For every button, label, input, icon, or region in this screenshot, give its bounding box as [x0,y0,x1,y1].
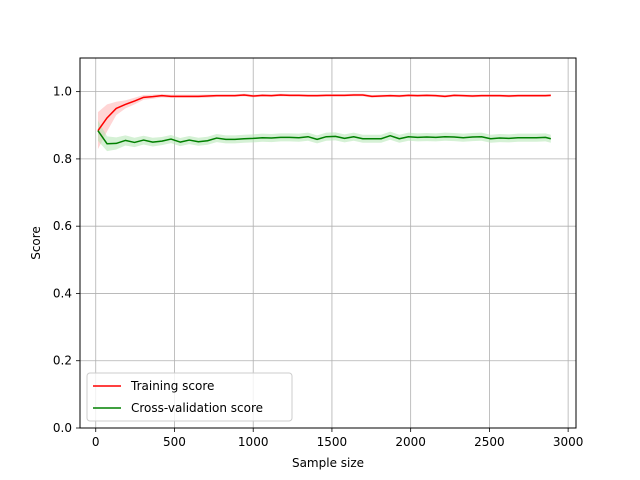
score-lines [97,94,551,145]
y-axis-label: Score [29,226,43,260]
x-tick-label: 500 [163,435,186,449]
plot-area [80,58,576,428]
x-tick-label: 0 [92,435,100,449]
x-tick-label: 1000 [238,435,269,449]
band-series-1 [97,120,551,152]
y-tick-label: 0.8 [53,152,72,166]
x-tick-label: 1500 [317,435,348,449]
plot-frame [79,57,577,429]
y-tick-label: 0.2 [53,354,72,368]
y-tick-label: 0.0 [53,421,72,435]
x-axis-label: Sample size [292,456,364,470]
legend-box [86,372,293,422]
y-axis-ticks: 0.0 0.2 0.4 0.6 0.8 1.0 [53,85,80,435]
y-tick-label: 1.0 [53,85,72,99]
x-axis-ticks: 0 500 1000 1500 2000 2500 3000 [92,428,583,449]
legend-label-training: Training score [130,379,214,393]
x-tick-label: 2500 [474,435,505,449]
x-tick-label: 2000 [395,435,426,449]
band-series-0 [97,93,551,150]
line-series-0 [97,94,551,132]
legend: Training score Cross-validation score [86,372,293,422]
score-bands [97,93,551,152]
line-series-1 [97,130,551,145]
legend-label-cross-validation: Cross-validation score [131,401,263,415]
y-tick-label: 0.6 [53,219,72,233]
y-tick-label: 0.4 [53,286,72,300]
x-tick-label: 3000 [553,435,584,449]
